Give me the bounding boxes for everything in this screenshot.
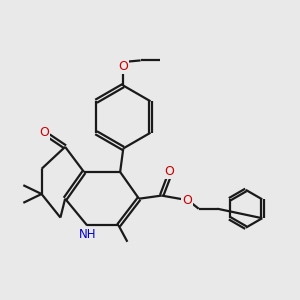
Text: NH: NH	[78, 228, 96, 241]
Text: O: O	[164, 165, 174, 178]
Text: O: O	[118, 60, 128, 73]
Text: O: O	[182, 194, 192, 207]
Text: O: O	[39, 126, 49, 139]
